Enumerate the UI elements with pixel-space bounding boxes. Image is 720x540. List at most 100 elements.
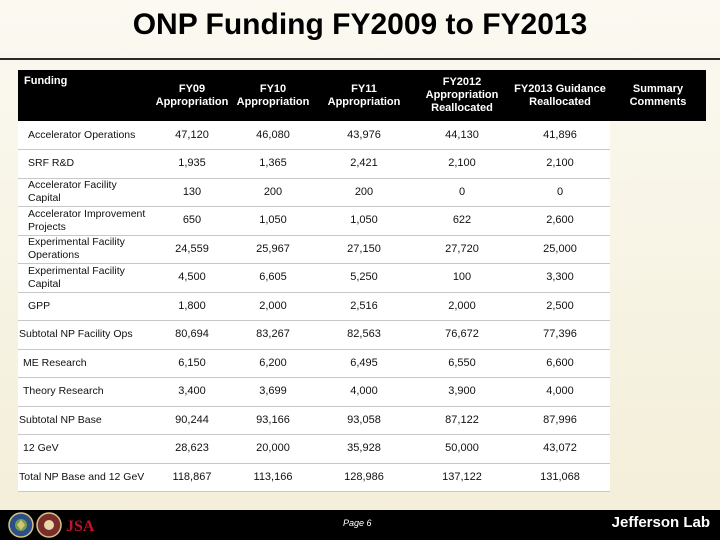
cell-fy10: 6,200 <box>232 349 314 378</box>
table-row: Experimental Facility Operations 24,559 … <box>18 235 706 264</box>
table-row: GPP 1,800 2,000 2,516 2,000 2,500 <box>18 292 706 321</box>
cell-fy2013: 2,600 <box>510 206 610 236</box>
table-row: Accelerator Improvement Projects 650 1,0… <box>18 206 706 236</box>
row-label: Accelerator Facility Capital <box>18 178 152 207</box>
cell-fy09: 130 <box>152 178 232 207</box>
cell-fy09: 80,694 <box>152 320 232 350</box>
cell-fy2012: 137,122 <box>414 463 510 492</box>
cell-comment <box>610 121 706 150</box>
cell-comment <box>610 178 706 207</box>
cell-fy10: 93,166 <box>232 406 314 435</box>
table-row: 12 GeV 28,623 20,000 35,928 50,000 43,07… <box>18 434 706 464</box>
cell-fy2013: 43,072 <box>510 434 610 464</box>
header-summary-comments: Summary Comments <box>610 70 706 121</box>
table-header-row: Funding FY09 Appropriation FY10 Appropri… <box>18 70 706 121</box>
cell-fy2013: 131,068 <box>510 463 610 492</box>
cell-fy11: 2,516 <box>314 292 414 321</box>
row-label: ME Research <box>18 349 152 378</box>
cell-fy2012: 2,100 <box>414 149 510 179</box>
cell-fy11: 4,000 <box>314 377 414 407</box>
svg-text:JSA: JSA <box>66 518 95 535</box>
cell-fy11: 200 <box>314 178 414 207</box>
footer-bar: JSA Page 6 Jefferson Lab <box>0 510 720 540</box>
cell-fy10: 83,267 <box>232 320 314 350</box>
cell-fy2013: 6,600 <box>510 349 610 378</box>
table-row: SRF R&D 1,935 1,365 2,421 2,100 2,100 <box>18 149 706 179</box>
cell-fy11: 128,986 <box>314 463 414 492</box>
cell-fy11: 93,058 <box>314 406 414 435</box>
row-label: GPP <box>18 292 152 321</box>
science-seal-icon <box>36 512 62 538</box>
cell-fy10: 113,166 <box>232 463 314 492</box>
cell-fy11: 82,563 <box>314 320 414 350</box>
cell-fy09: 28,623 <box>152 434 232 464</box>
cell-fy10: 3,699 <box>232 377 314 407</box>
cell-fy2013: 2,100 <box>510 149 610 179</box>
table-row: Accelerator Facility Capital 130 200 200… <box>18 178 706 207</box>
cell-fy2012: 0 <box>414 178 510 207</box>
cell-fy10: 2,000 <box>232 292 314 321</box>
cell-fy09: 4,500 <box>152 263 232 293</box>
row-label: Experimental Facility Capital <box>18 263 152 293</box>
row-label: Total NP Base and 12 GeV <box>18 463 152 492</box>
cell-fy11: 27,150 <box>314 235 414 264</box>
cell-fy11: 43,976 <box>314 121 414 150</box>
table-row: Subtotal NP Base 90,244 93,166 93,058 87… <box>18 406 706 435</box>
cell-fy09: 3,400 <box>152 377 232 407</box>
cell-fy11: 6,495 <box>314 349 414 378</box>
cell-fy11: 35,928 <box>314 434 414 464</box>
cell-fy09: 118,867 <box>152 463 232 492</box>
cell-fy09: 1,800 <box>152 292 232 321</box>
page-number: Page 6 <box>343 518 372 528</box>
header-fy2012: FY2012 Appropriation Reallocated <box>414 70 510 121</box>
cell-fy09: 47,120 <box>152 121 232 150</box>
cell-fy09: 1,935 <box>152 149 232 179</box>
row-label: Subtotal NP Facility Ops <box>18 320 152 350</box>
cell-fy10: 1,050 <box>232 206 314 236</box>
cell-comment <box>610 406 706 435</box>
cell-comment <box>610 378 706 407</box>
cell-fy2013: 2,500 <box>510 292 610 321</box>
title-rule <box>0 58 720 60</box>
jsa-logo-icon: JSA <box>66 518 95 535</box>
cell-fy2012: 44,130 <box>414 121 510 150</box>
cell-fy2013: 41,896 <box>510 121 610 150</box>
cell-fy2012: 622 <box>414 206 510 236</box>
cell-comment <box>610 292 706 321</box>
row-label: Experimental Facility Operations <box>18 235 152 264</box>
table-row: Subtotal NP Facility Ops 80,694 83,267 8… <box>18 320 706 350</box>
cell-fy11: 5,250 <box>314 263 414 293</box>
cell-comment <box>610 435 706 464</box>
cell-fy2012: 6,550 <box>414 349 510 378</box>
cell-comment <box>610 150 706 179</box>
cell-comment <box>610 463 706 492</box>
cell-fy09: 650 <box>152 206 232 236</box>
cell-comment <box>610 264 706 293</box>
header-funding: Funding <box>18 70 152 121</box>
cell-fy09: 24,559 <box>152 235 232 264</box>
cell-fy11: 1,050 <box>314 206 414 236</box>
table-row: Total NP Base and 12 GeV 118,867 113,166… <box>18 463 706 492</box>
cell-fy2012: 2,000 <box>414 292 510 321</box>
cell-fy11: 2,421 <box>314 149 414 179</box>
row-label: Accelerator Improvement Projects <box>18 206 152 236</box>
row-label: Accelerator Operations <box>18 121 152 150</box>
header-fy2013: FY2013 Guidance Reallocated <box>510 70 610 121</box>
funding-table: Funding FY09 Appropriation FY10 Appropri… <box>18 70 706 492</box>
row-label: Subtotal NP Base <box>18 406 152 435</box>
header-fy10: FY10 Appropriation <box>232 70 314 121</box>
cell-fy10: 25,967 <box>232 235 314 264</box>
row-label: Theory Research <box>18 377 152 407</box>
cell-fy2013: 4,000 <box>510 377 610 407</box>
cell-fy2013: 87,996 <box>510 406 610 435</box>
cell-comment <box>610 349 706 378</box>
cell-comment <box>610 321 706 350</box>
cell-fy2013: 25,000 <box>510 235 610 264</box>
cell-fy10: 1,365 <box>232 149 314 179</box>
header-fy09: FY09 Appropriation <box>152 70 232 121</box>
cell-fy2012: 27,720 <box>414 235 510 264</box>
cell-fy2012: 100 <box>414 263 510 293</box>
cell-comment <box>610 207 706 236</box>
cell-fy2013: 3,300 <box>510 263 610 293</box>
cell-fy2013: 0 <box>510 178 610 207</box>
